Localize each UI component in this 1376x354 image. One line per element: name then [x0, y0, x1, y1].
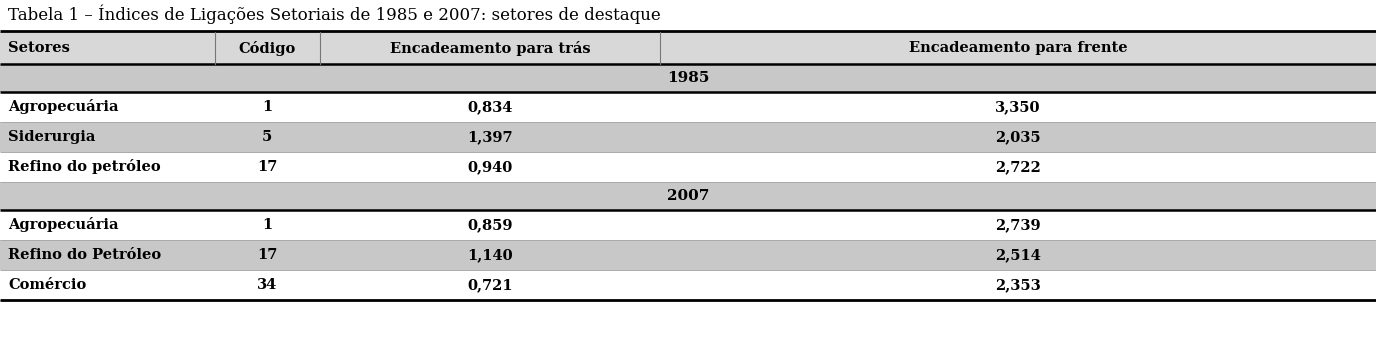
Text: 2,514: 2,514	[995, 248, 1040, 262]
Text: 3,350: 3,350	[995, 100, 1040, 114]
Text: Siderurgia: Siderurgia	[8, 130, 95, 144]
Bar	[0, 152, 1376, 182]
Text: Refino do Petróleo: Refino do Petróleo	[8, 248, 161, 262]
Text: 2,722: 2,722	[995, 160, 1040, 174]
Bar	[0, 32, 1376, 64]
Text: Agropecuária: Agropecuária	[8, 217, 118, 233]
Text: 2,353: 2,353	[995, 278, 1040, 292]
Text: Comércio: Comércio	[8, 278, 87, 292]
Bar	[0, 182, 1376, 210]
Text: 2,739: 2,739	[995, 218, 1040, 232]
Bar	[0, 210, 1376, 240]
Text: Código: Código	[238, 40, 296, 56]
Text: 5: 5	[261, 130, 272, 144]
Text: 1,140: 1,140	[468, 248, 513, 262]
Text: 1,397: 1,397	[468, 130, 513, 144]
Bar	[0, 122, 1376, 152]
Bar	[0, 270, 1376, 300]
Text: 17: 17	[257, 160, 277, 174]
Text: 2,035: 2,035	[995, 130, 1040, 144]
Text: 1985: 1985	[667, 71, 709, 85]
Bar	[0, 92, 1376, 122]
Bar	[0, 64, 1376, 92]
Text: 2007: 2007	[667, 189, 709, 203]
Text: 0,721: 0,721	[468, 278, 513, 292]
Text: Refino do petróleo: Refino do petróleo	[8, 160, 161, 175]
Text: Encadeamento para frente: Encadeamento para frente	[908, 41, 1127, 55]
Text: 34: 34	[257, 278, 277, 292]
Text: 1: 1	[261, 218, 272, 232]
Text: 0,834: 0,834	[468, 100, 513, 114]
Text: 0,859: 0,859	[468, 218, 513, 232]
Bar	[0, 240, 1376, 270]
Text: 0,940: 0,940	[468, 160, 513, 174]
Text: Agropecuária: Agropecuária	[8, 99, 118, 114]
Text: Encadeamento para trás: Encadeamento para trás	[389, 40, 590, 56]
Text: 1: 1	[261, 100, 272, 114]
Text: Setores: Setores	[8, 41, 70, 55]
Text: Tabela 1 – Índices de Ligações Setoriais de 1985 e 2007: setores de destaque: Tabela 1 – Índices de Ligações Setoriais…	[8, 4, 660, 24]
Text: 17: 17	[257, 248, 277, 262]
